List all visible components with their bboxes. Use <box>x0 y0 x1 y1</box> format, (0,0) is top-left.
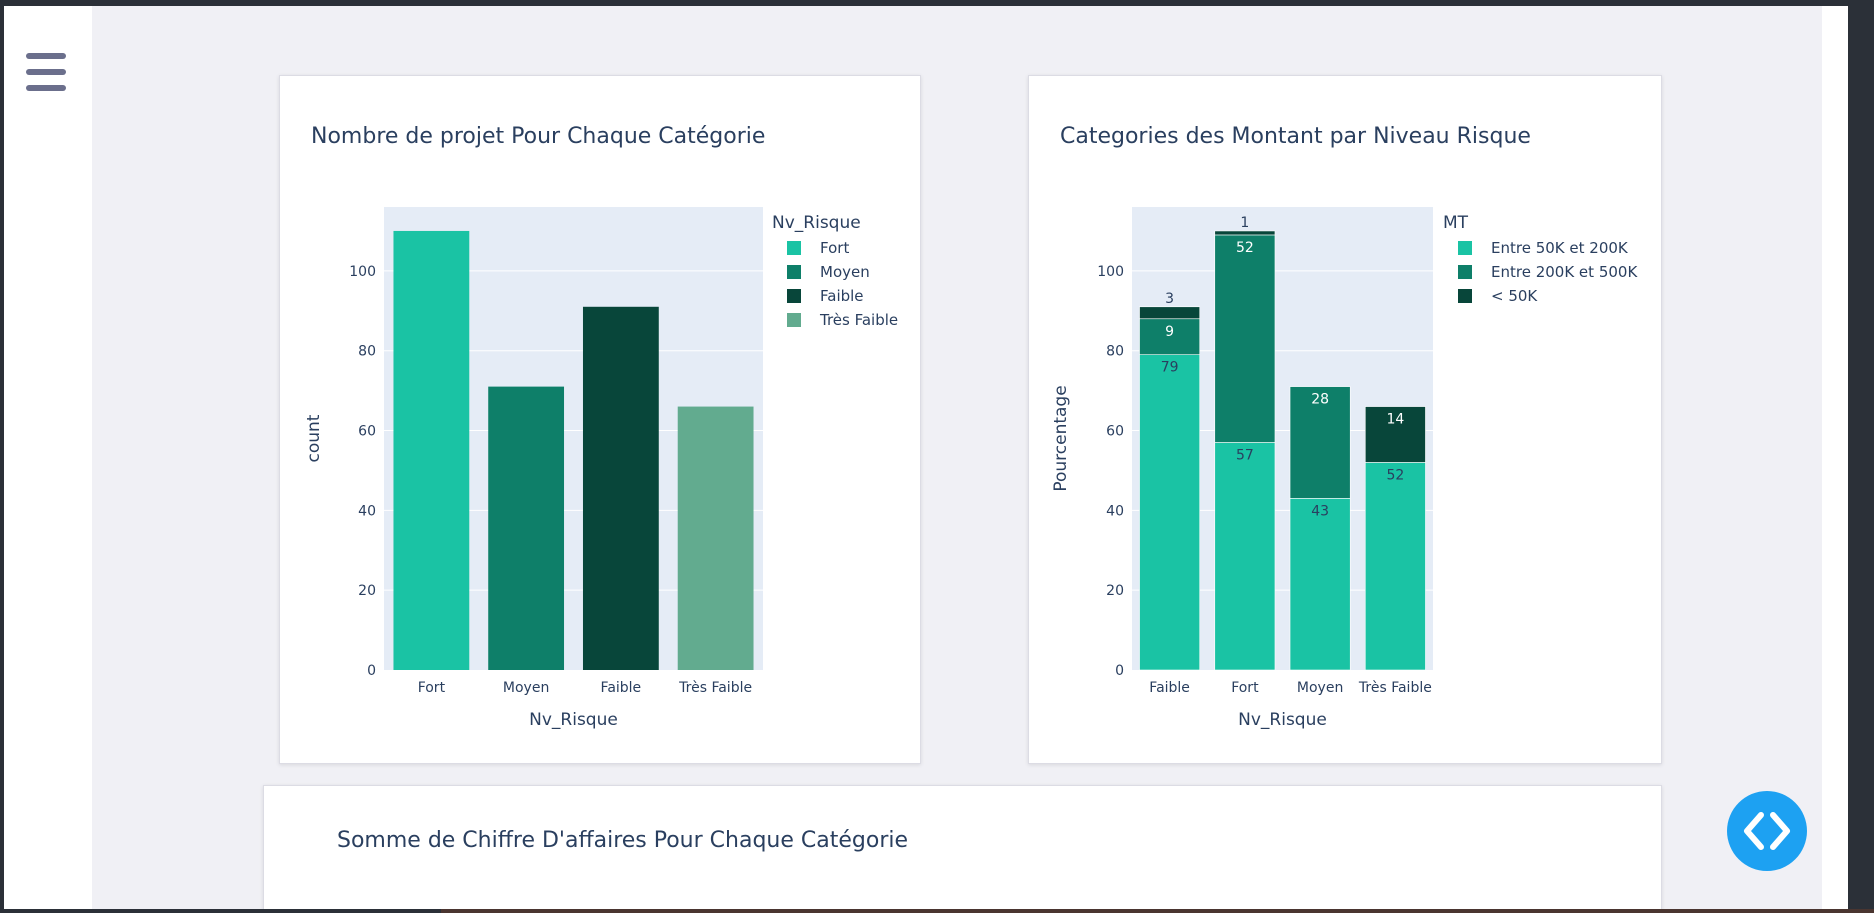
sidebar <box>4 6 92 909</box>
y-tick-label: 20 <box>1106 583 1124 599</box>
x-tick-label: Très Faible <box>678 680 752 696</box>
x-tick-label: Fort <box>418 680 446 696</box>
x-tick-label: Faible <box>601 680 642 696</box>
legend-label: < 50K <box>1491 287 1538 305</box>
bar-segment <box>1289 498 1351 671</box>
bar-segment <box>1214 442 1276 671</box>
chart-title: Categories des Montant par Niveau Risque <box>1060 124 1531 149</box>
y-axis-title: count <box>304 414 324 462</box>
app-window: Nombre de projet Pour Chaque Catégorie 0… <box>4 6 1848 909</box>
y-tick-label: 60 <box>358 424 376 440</box>
y-axis-title: Pourcentage <box>1051 385 1071 491</box>
bar <box>582 306 659 670</box>
legend-swatch <box>787 265 801 279</box>
chart-title: Somme de Chiffre D'affaires Pour Chaque … <box>337 828 909 853</box>
y-tick-label: 20 <box>358 583 376 599</box>
data-label: 1 <box>1240 215 1249 231</box>
y-tick-label: 0 <box>367 663 376 679</box>
chart-card-chiffre-affaires: Somme de Chiffre D'affaires Pour Chaque … <box>263 785 1662 909</box>
x-axis-title: Nv_Risque <box>1238 710 1327 730</box>
legend-label: Très Faible <box>819 311 898 329</box>
y-tick-label: 100 <box>1097 264 1124 280</box>
data-label: 9 <box>1165 324 1174 340</box>
bar <box>677 406 754 670</box>
legend-swatch <box>787 289 801 303</box>
bar <box>393 230 470 670</box>
data-label: 14 <box>1386 412 1404 428</box>
data-label: 52 <box>1236 240 1254 256</box>
bar-segment <box>1139 306 1201 320</box>
x-axis-title: Nv_Risque <box>529 710 618 730</box>
y-tick-label: 40 <box>1106 503 1124 519</box>
legend-swatch <box>1458 241 1472 255</box>
y-tick-label: 0 <box>1115 663 1124 679</box>
y-tick-label: 80 <box>1106 344 1124 360</box>
data-label: 57 <box>1236 447 1254 463</box>
code-brackets-icon[interactable] <box>1727 791 1807 871</box>
bar-segment <box>1139 318 1201 355</box>
chart-card-montant: Categories des Montant par Niveau Risque… <box>1028 75 1662 764</box>
legend-label: Faible <box>820 287 864 305</box>
legend-swatch <box>1458 289 1472 303</box>
bar-segment <box>1214 230 1276 236</box>
legend-title: MT <box>1443 213 1469 233</box>
legend-title: Nv_Risque <box>772 213 861 233</box>
data-label: 52 <box>1386 467 1404 483</box>
data-label: 43 <box>1311 503 1329 519</box>
projects-bar-chart: 0 20 40 60 80 100 Fort Moyen Faible Très Faible Nv… <box>304 207 898 730</box>
y-tick-label: 60 <box>1106 424 1124 440</box>
legend-label: Entre 50K et 200K <box>1491 239 1629 257</box>
bar-segment <box>1364 406 1426 463</box>
legend-swatch <box>787 241 801 255</box>
montant-stacked-bar-chart: 0 20 40 60 80 100 Faible Fort Moyen Très Faible 79… <box>1051 207 1638 730</box>
y-tick-label: 40 <box>358 503 376 519</box>
bar-segment <box>1214 234 1276 443</box>
bar <box>488 386 565 670</box>
taskbar-strip <box>441 909 1874 913</box>
y-tick-label: 80 <box>358 344 376 360</box>
x-tick-label: Faible <box>1149 680 1190 696</box>
bar-segment <box>1139 354 1201 671</box>
legend-label: Entre 200K et 500K <box>1491 263 1638 281</box>
legend-swatch <box>787 313 801 327</box>
y-tick-label: 100 <box>349 264 376 280</box>
right-rail <box>1822 6 1848 909</box>
legend-swatch <box>1458 265 1472 279</box>
x-tick-label: Moyen <box>1297 680 1343 696</box>
hamburger-menu-icon[interactable] <box>26 53 66 91</box>
data-label: 79 <box>1161 360 1179 376</box>
bar-segment <box>1364 462 1426 671</box>
chart-card-projects: Nombre de projet Pour Chaque Catégorie 0… <box>279 75 921 764</box>
legend-label: Fort <box>820 239 849 257</box>
chart-title: Nombre de projet Pour Chaque Catégorie <box>311 124 766 149</box>
x-tick-label: Fort <box>1231 680 1259 696</box>
legend-label: Moyen <box>820 263 870 281</box>
x-tick-label: Moyen <box>503 680 549 696</box>
bar-segment <box>1289 386 1351 499</box>
data-label: 28 <box>1311 392 1329 408</box>
x-tick-label: Très Faible <box>1358 680 1432 696</box>
data-label: 3 <box>1165 291 1174 307</box>
